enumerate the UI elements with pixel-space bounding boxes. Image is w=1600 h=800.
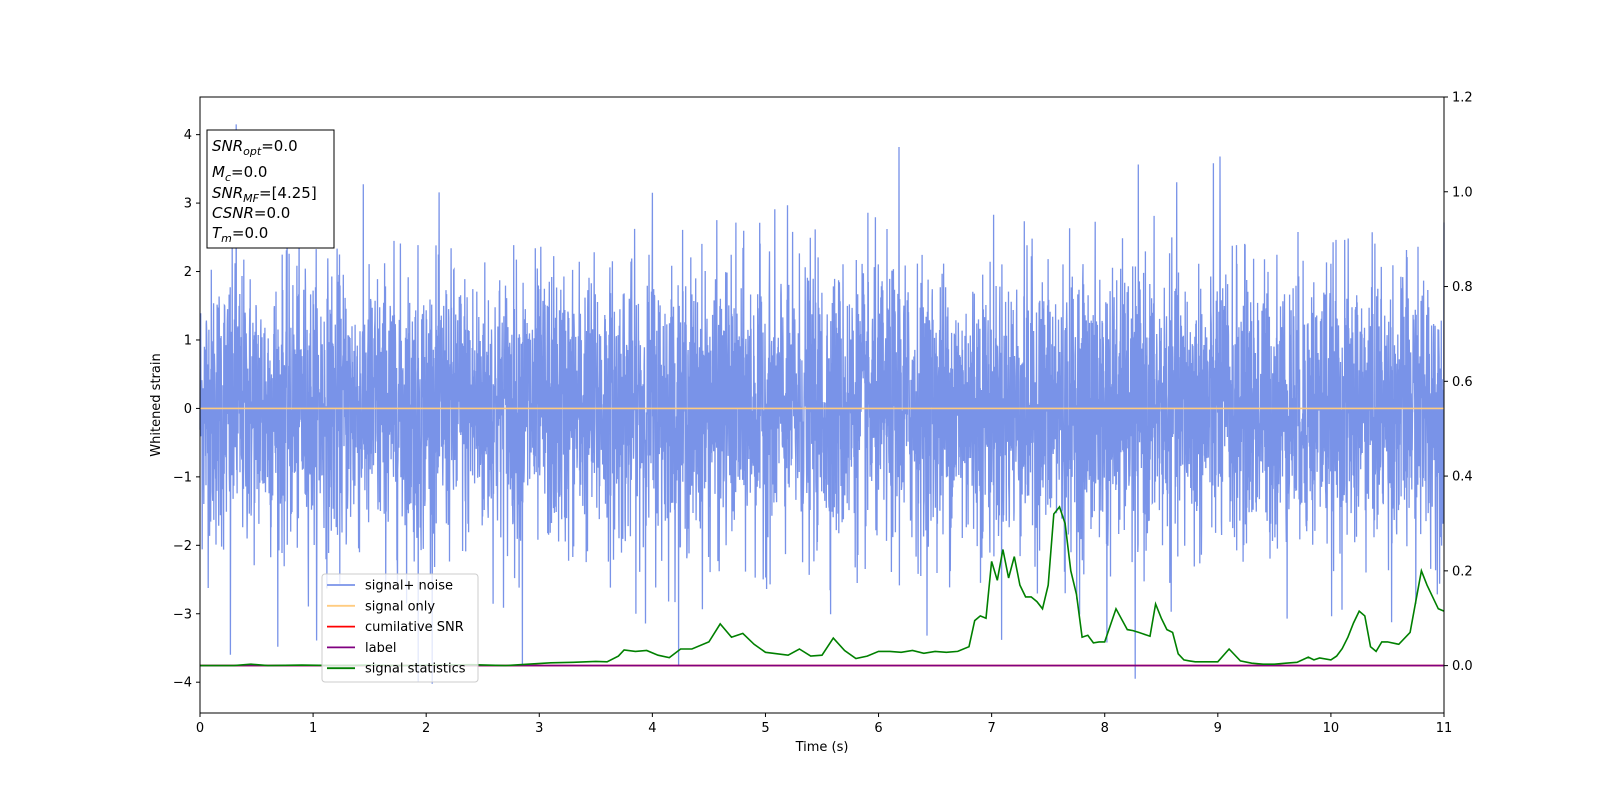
y-tick-label: −2 [173,539,192,554]
legend-label: signal only [365,599,435,614]
x-tick-label: 9 [1214,721,1222,736]
signal-noise-line [199,124,1445,684]
x-tick-label: 4 [648,721,656,736]
x-tick-label: 3 [535,721,543,736]
y2-tick-label: 0.4 [1452,470,1473,485]
x-tick-label: 7 [987,721,995,736]
y2-tick-label: 1.0 [1452,185,1473,200]
legend-label: label [365,641,396,656]
x-axis-label: Time (s) [795,740,849,755]
ticks-layer: 0 1 2 3 4 5 6 7 8 9 10 11 −4 −3 −2 −1 0 1 2 3 4 0.0 0.2 0.4 0.6 0… [173,91,1473,737]
info-box-frame [206,129,335,249]
y-tick-label: −3 [173,607,192,622]
info-tm: Tm=0.0 [212,224,268,245]
legend-frame [321,573,479,683]
series-line-4 [200,505,1445,667]
y2-tick-label: 1.2 [1452,91,1473,106]
info-snr-opt: SNRopt=0.0 [212,137,298,158]
y2-tick-label: 0.0 [1452,659,1473,674]
y-tick-label: 4 [184,128,192,143]
y-axis-label: Whitened strain [149,353,164,456]
x-tick-label: 8 [1101,721,1109,736]
y-tick-label: 1 [184,333,192,348]
x-tick-label: 0 [196,721,204,736]
y-tick-label: −4 [173,676,192,691]
info-snr-mf: SNRMF=[4.25] [212,184,317,205]
x-tick-label: 1 [309,721,317,736]
legend-label: signal statistics [365,662,466,677]
x-tick-label: 6 [874,721,882,736]
y2-tick-label: 0.2 [1452,564,1473,579]
y-tick-label: −1 [173,470,192,485]
legend-label: cumilative SNR [365,620,464,635]
info-mc: Mc=0.0 [212,163,267,184]
x-tick-label: 10 [1323,721,1340,736]
info-box: SNRopt=0.0 Mc=0.0 SNRMF=[4.25] CSNR=0.0 … [206,129,335,249]
y-tick-label: 2 [184,265,192,280]
y-tick-label: 0 [184,402,192,417]
y2-tick-label: 0.8 [1452,280,1473,295]
signal-noise-series [199,124,1445,684]
x-tick-label: 5 [761,721,769,736]
legend-label: signal+ noise [365,579,453,594]
plot-frame [199,96,1445,714]
y2-tick-label: 0.6 [1452,375,1473,390]
info-csnr: CSNR=0.0 [212,204,290,222]
x-tick-label: 2 [422,721,430,736]
legend: signal+ noise signal only cumilative SNR la… [321,573,479,683]
x-tick-label: 11 [1436,721,1453,736]
y-tick-label: 3 [184,197,192,212]
